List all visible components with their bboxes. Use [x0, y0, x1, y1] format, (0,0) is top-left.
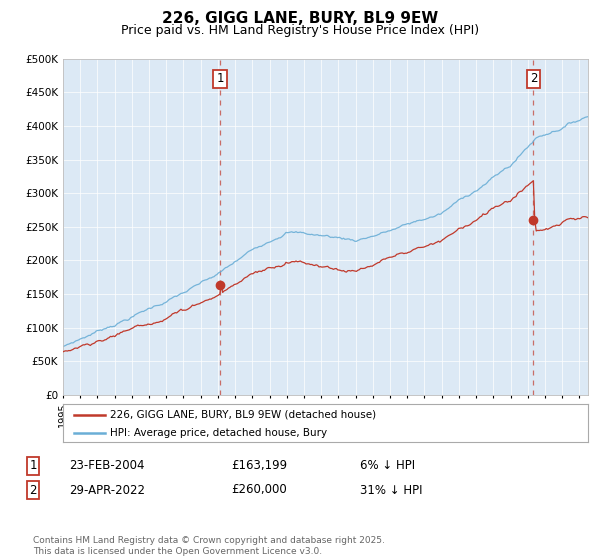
- Text: Price paid vs. HM Land Registry's House Price Index (HPI): Price paid vs. HM Land Registry's House …: [121, 24, 479, 36]
- Text: 23-FEB-2004: 23-FEB-2004: [69, 459, 145, 473]
- Text: Contains HM Land Registry data © Crown copyright and database right 2025.
This d: Contains HM Land Registry data © Crown c…: [33, 536, 385, 556]
- Text: 1: 1: [217, 72, 224, 86]
- Text: 226, GIGG LANE, BURY, BL9 9EW (detached house): 226, GIGG LANE, BURY, BL9 9EW (detached …: [110, 410, 376, 420]
- Text: 29-APR-2022: 29-APR-2022: [69, 483, 145, 497]
- Text: 2: 2: [530, 72, 537, 86]
- Text: 226, GIGG LANE, BURY, BL9 9EW: 226, GIGG LANE, BURY, BL9 9EW: [162, 11, 438, 26]
- Text: HPI: Average price, detached house, Bury: HPI: Average price, detached house, Bury: [110, 428, 328, 438]
- Text: £260,000: £260,000: [231, 483, 287, 497]
- Text: 1: 1: [29, 459, 37, 473]
- Text: 6% ↓ HPI: 6% ↓ HPI: [360, 459, 415, 473]
- Text: 2: 2: [29, 483, 37, 497]
- Text: £163,199: £163,199: [231, 459, 287, 473]
- Text: 31% ↓ HPI: 31% ↓ HPI: [360, 483, 422, 497]
